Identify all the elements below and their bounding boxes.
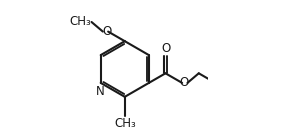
- Text: O: O: [161, 42, 170, 55]
- Text: N: N: [96, 85, 105, 98]
- Text: CH₃: CH₃: [69, 15, 91, 28]
- Text: O: O: [102, 25, 111, 38]
- Text: CH₃: CH₃: [114, 117, 136, 130]
- Text: O: O: [179, 76, 188, 89]
